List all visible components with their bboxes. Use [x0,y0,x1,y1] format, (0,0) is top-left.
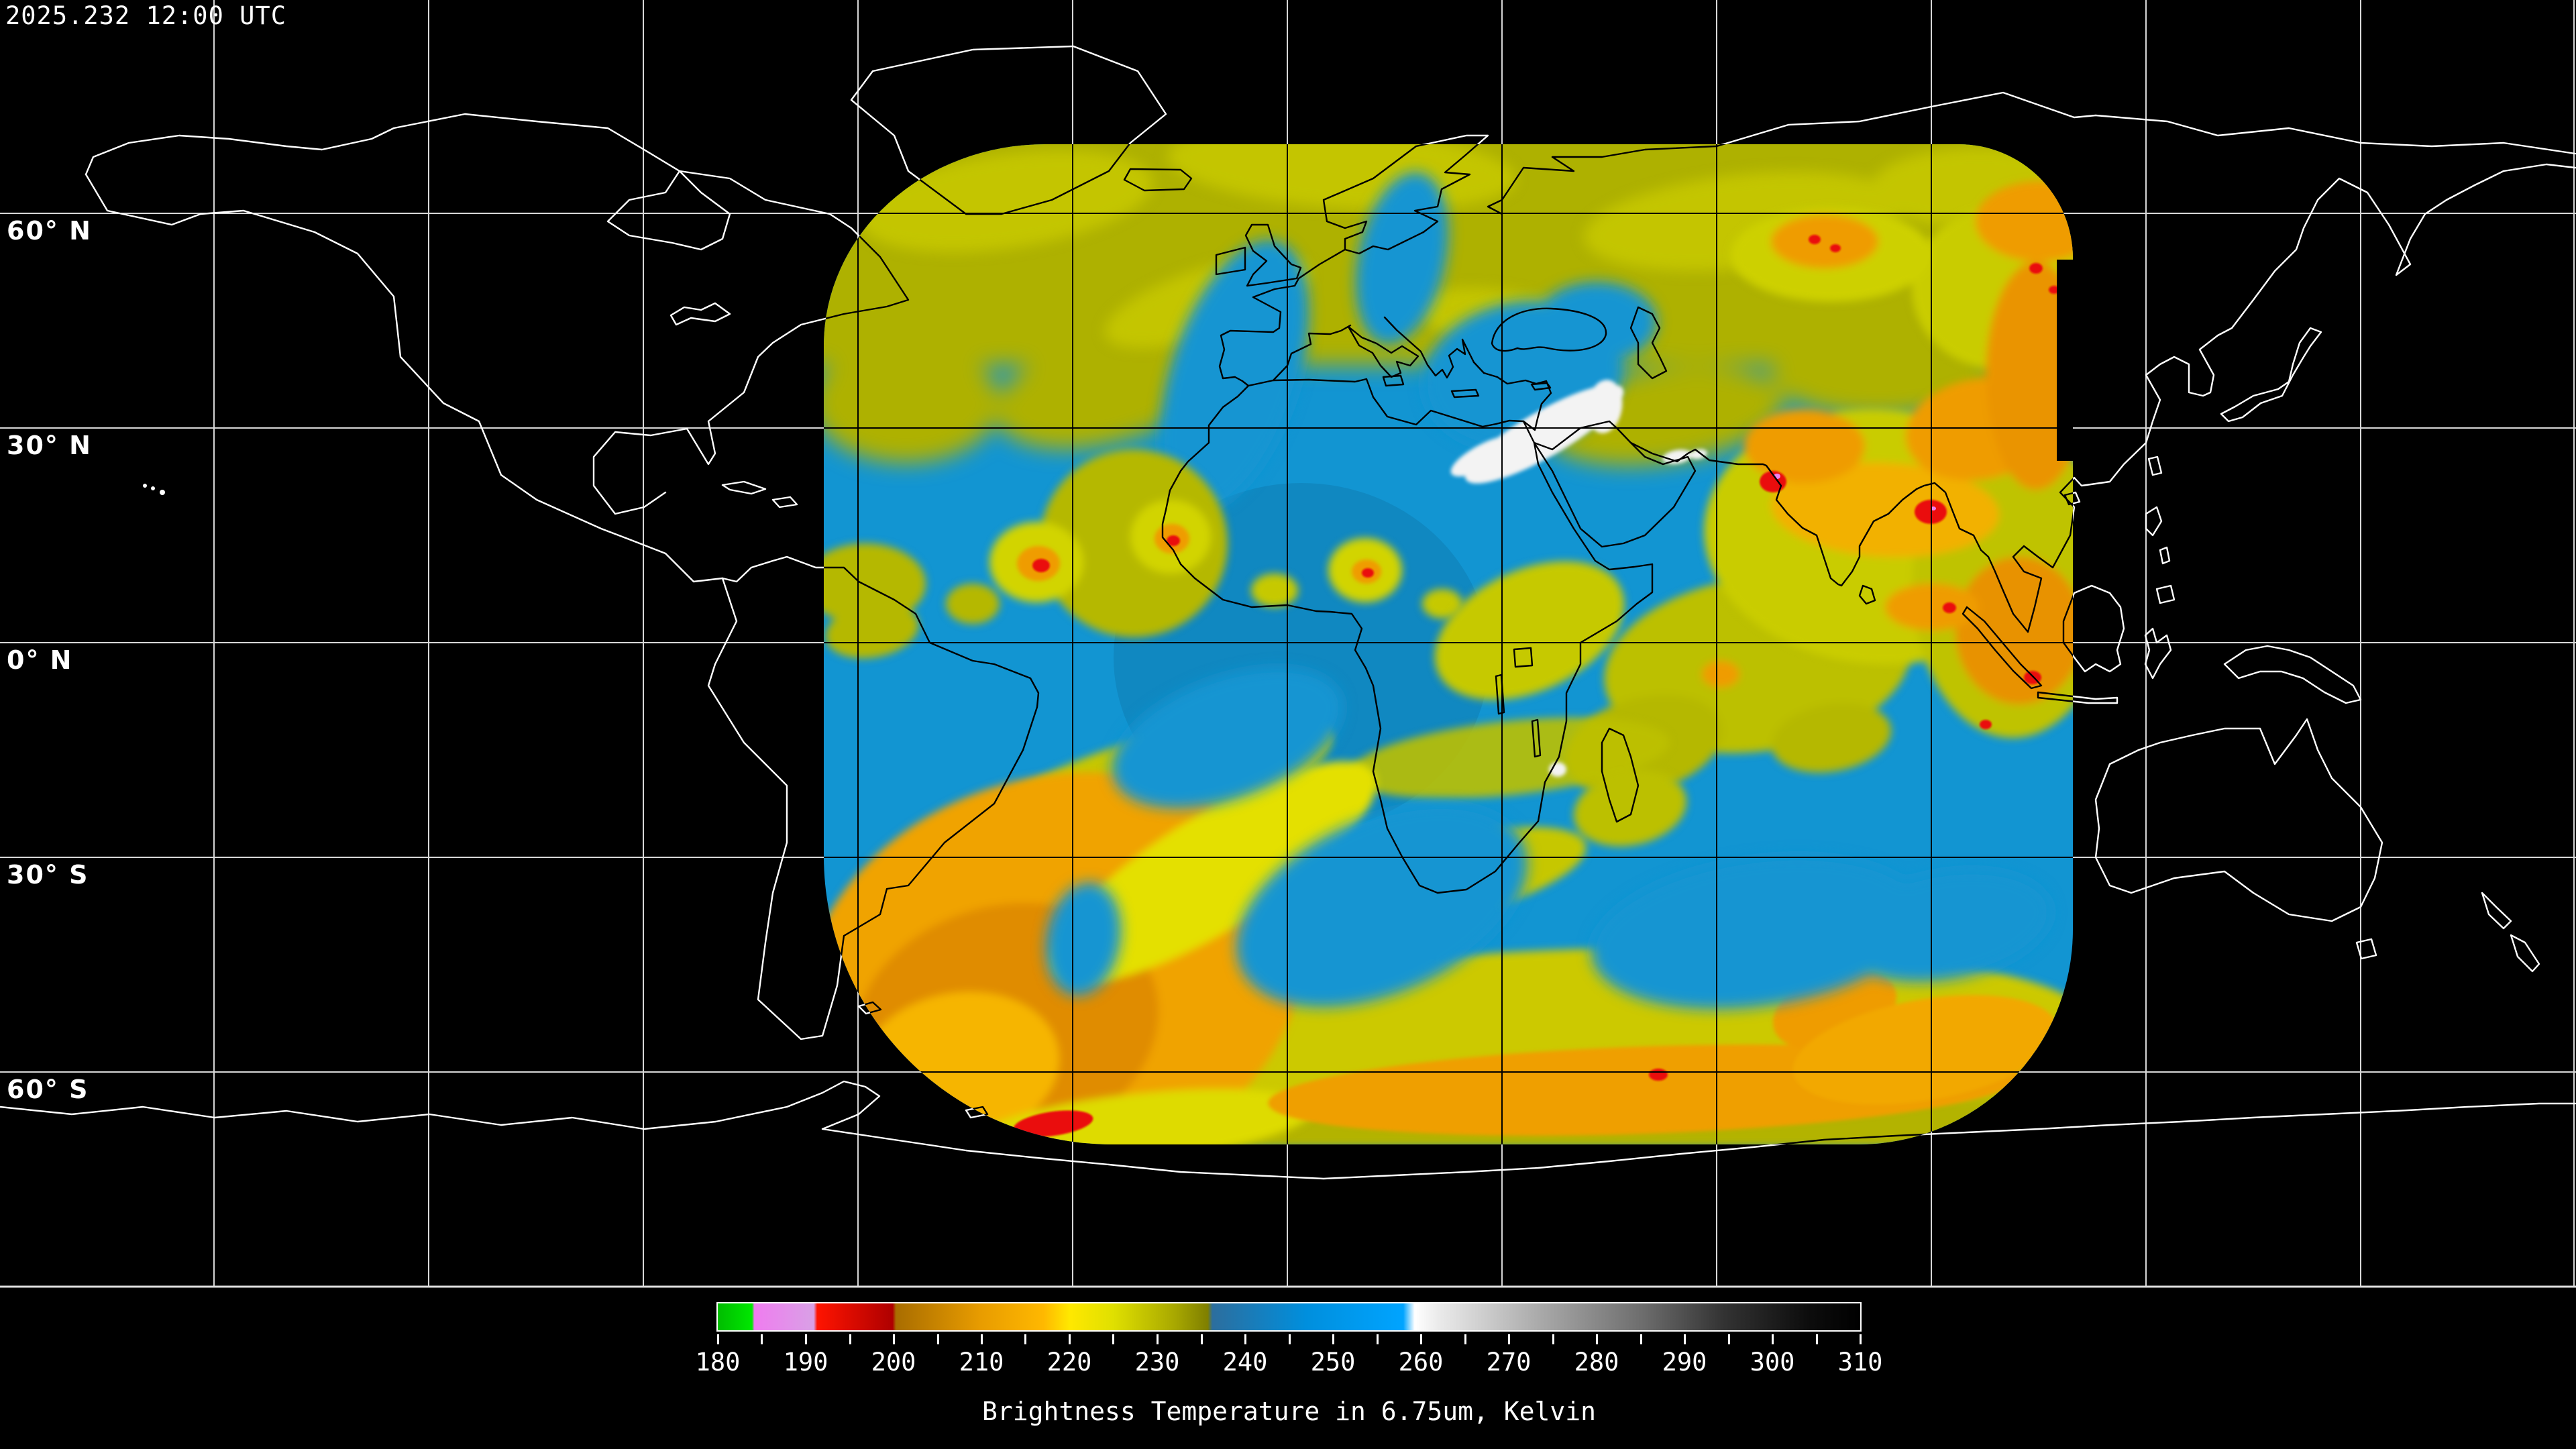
colorbar-tick-label: 300 [1750,1348,1795,1377]
colorbar-tick-label: 210 [959,1348,1004,1377]
colorbar-tick [1772,1334,1774,1344]
colorbar-tick [1200,1334,1203,1344]
colorbar-tick [1112,1334,1115,1344]
colorbar-tick-label: 290 [1662,1348,1707,1377]
colorbar-tick [1815,1334,1818,1344]
colorbar-tick [892,1334,895,1344]
colorbar-tick-label: 240 [1222,1348,1268,1377]
colorbar-caption: Brightness Temperature in 6.75um, Kelvin [981,1397,1597,1426]
colorbar-tick [1640,1334,1642,1344]
latitude-label-60s: 60° S [7,1075,89,1104]
colorbar-tick-label: 280 [1574,1348,1619,1377]
colorbar: 180 190 200 210 220 230 240 250 260 270 280 290 300 3… [696,1303,1882,1411]
colorbar-tick [1024,1334,1027,1344]
colorbar-tick [1684,1334,1686,1344]
colorbar-tick [1332,1334,1334,1344]
colorbar-tick [761,1334,763,1344]
latitude-label-30n: 30° N [7,431,92,460]
colorbar-tick [1376,1334,1379,1344]
colorbar-tick-label: 190 [783,1348,828,1377]
colorbar-gradient-bar [718,1303,1860,1330]
colorbar-tick-label: 230 [1134,1348,1180,1377]
swath-edge-notch [2057,260,2073,461]
latitude-label-60n: 60° N [7,216,92,246]
hawaii-islands-icon [143,484,165,495]
colorbar-tick-label: 250 [1310,1348,1356,1377]
data-swath [824,144,2073,1144]
colorbar-tick-label: 260 [1398,1348,1444,1377]
colorbar-tick [1419,1334,1422,1344]
colorbar-tick [849,1334,851,1344]
colorbar-tick [936,1334,939,1344]
colorbar-tick-label: 220 [1046,1348,1092,1377]
colorbar-tick [1860,1334,1862,1344]
latitude-label-30s: 30° S [7,860,89,890]
colorbar-tick [1464,1334,1466,1344]
colorbar-tick [1727,1334,1730,1344]
colorbar-tick [717,1334,719,1344]
colorbar-tick [1157,1334,1159,1344]
colorbar-tick [1507,1334,1510,1344]
colorbar-tick [981,1334,983,1344]
colorbar-tick-label: 310 [1837,1348,1883,1377]
colorbar-tick-label: 200 [871,1348,916,1377]
colorbar-tick [1596,1334,1598,1344]
colorbar-tick [1288,1334,1291,1344]
colorbar-tick [804,1334,807,1344]
colorbar-tick-label: 270 [1486,1348,1532,1377]
world-map [0,0,2576,1288]
latitude-label-0n: 0° N [7,645,73,675]
colorbar-tick [1552,1334,1554,1344]
colorbar-tick [1068,1334,1071,1344]
colorbar-tick-label: 180 [695,1348,741,1377]
timestamp: 2025.232 12:00 UTC [5,1,286,30]
warm-white-patches [1450,380,1707,777]
colorbar-tick [1244,1334,1246,1344]
